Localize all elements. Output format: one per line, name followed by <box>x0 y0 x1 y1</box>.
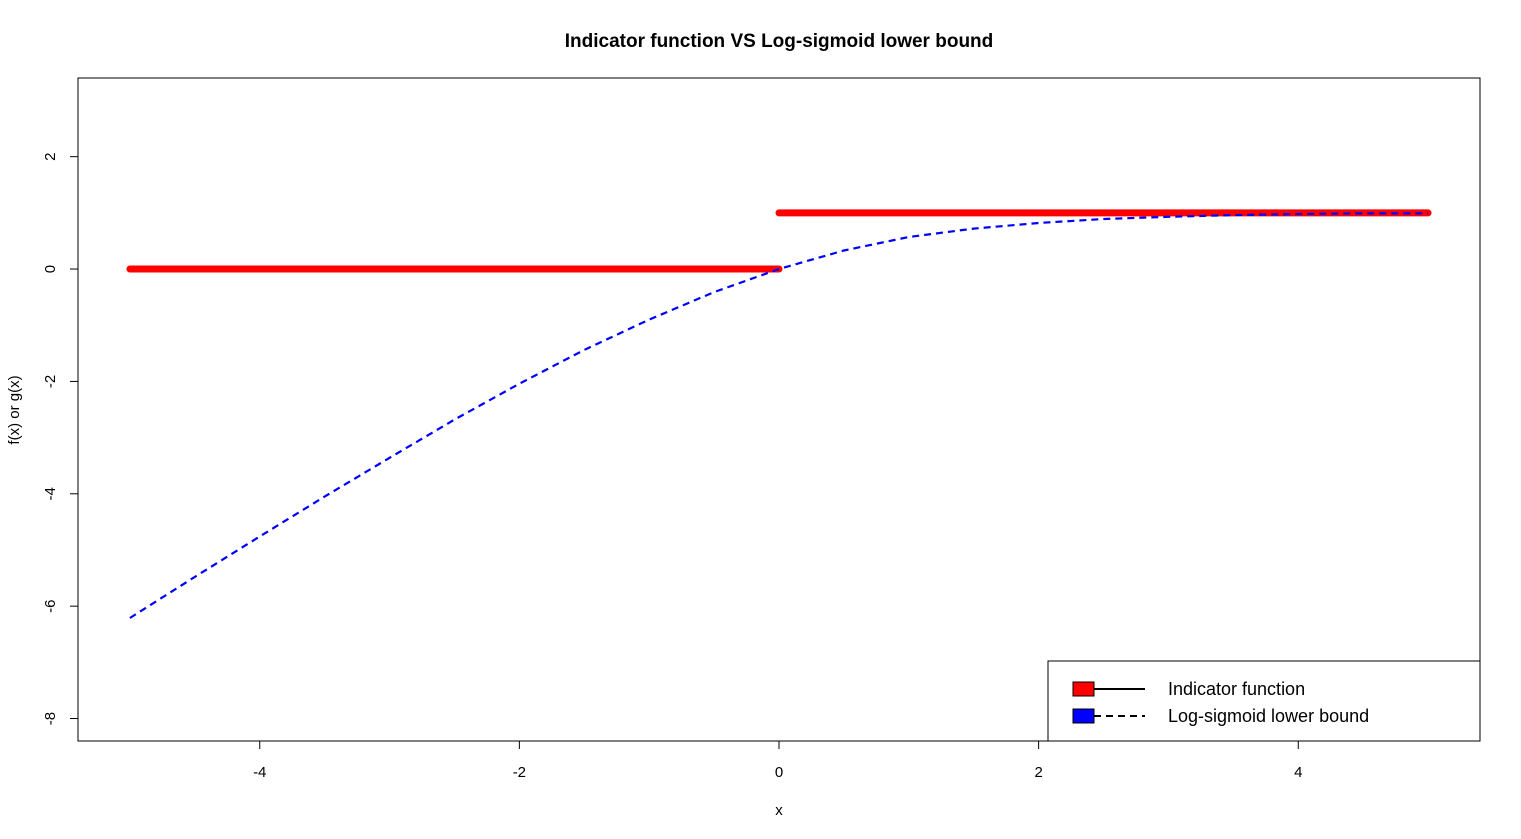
y-tick-label-3: -2 <box>42 375 59 388</box>
legend-swatch-0 <box>1072 681 1095 697</box>
log-sigmoid-line <box>129 212 1429 619</box>
x-tick-label-3: 2 <box>1034 764 1042 781</box>
x-tick-label-1: -2 <box>513 764 526 781</box>
plot-frame <box>77 77 1481 742</box>
x-tick-label-0: -4 <box>253 764 266 781</box>
x-axis: -4 -2 0 2 4 <box>253 741 1302 781</box>
chart-title: Indicator function VS Log-sigmoid lower … <box>565 31 994 52</box>
legend-frame <box>1047 660 1481 742</box>
legend-swatch-1 <box>1072 708 1095 724</box>
y-tick-label-0: -8 <box>42 712 59 725</box>
x-tick-label-2: 0 <box>775 764 783 781</box>
x-tick-label-4: 4 <box>1294 764 1302 781</box>
legend-label-1: Log-sigmoid lower bound <box>1168 706 1369 726</box>
legend-label-0: Indicator function <box>1168 679 1305 699</box>
y-tick-label-4: 0 <box>42 265 59 273</box>
y-axis-label: f(x) or g(x) <box>6 375 23 444</box>
legend: Indicator function Log-sigmoid lower boun… <box>1047 660 1481 742</box>
y-tick-label-5: 2 <box>42 152 59 160</box>
y-tick-label-2: -4 <box>42 487 59 500</box>
y-axis: -8 -6 -4 -2 0 2 <box>42 152 78 725</box>
x-axis-label: x <box>775 802 783 819</box>
y-tick-label-1: -6 <box>42 599 59 612</box>
series-layer <box>126 209 1432 619</box>
